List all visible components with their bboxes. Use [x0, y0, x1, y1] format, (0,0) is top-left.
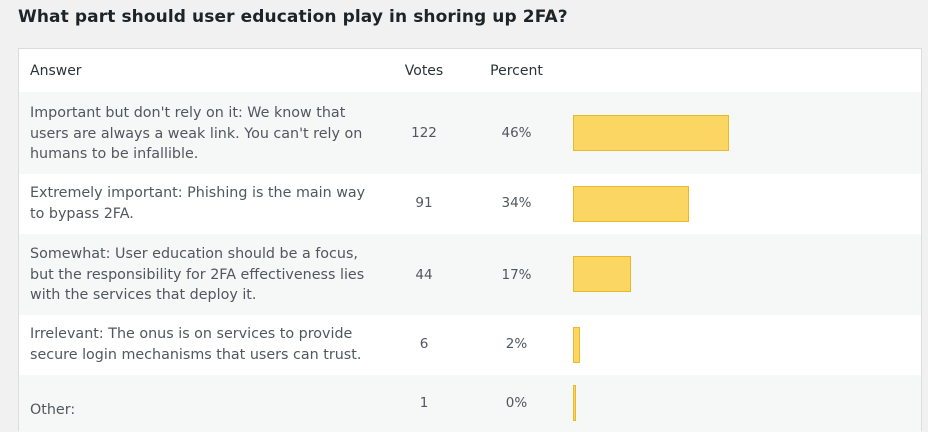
- header-percent: Percent: [490, 63, 543, 79]
- answer-text: Somewhat: User education should be a foc…: [30, 246, 365, 303]
- table-row: Extremely important: Phishing is the mai…: [19, 174, 921, 234]
- answer-text: Important but don't rely on it: We know …: [30, 105, 363, 162]
- votes-count: 44: [415, 267, 433, 283]
- percent-bar: [573, 186, 689, 222]
- table-row: Somewhat: User education should be a foc…: [19, 234, 921, 315]
- percent-value: 17%: [501, 267, 532, 283]
- table-header-row: Answer Votes Percent: [19, 49, 921, 93]
- table-row: Other: 1 0%: [19, 375, 921, 432]
- poll-results-table: Answer Votes Percent Important but don't…: [18, 48, 922, 432]
- percent-bar: [573, 115, 729, 151]
- bar-track: [573, 385, 913, 421]
- bar-track: [573, 186, 913, 222]
- percent-bar: [573, 385, 576, 421]
- poll-title: What part should user education play in …: [18, 7, 568, 27]
- bar-track: [573, 256, 913, 292]
- percent-value: 46%: [501, 125, 532, 141]
- percent-value: 34%: [501, 195, 532, 211]
- percent-bar: [573, 327, 580, 363]
- votes-count: 6: [419, 336, 429, 352]
- votes-count: 1: [419, 395, 429, 411]
- header-answer: Answer: [30, 63, 82, 79]
- answer-text: Extremely important: Phishing is the mai…: [30, 185, 366, 222]
- answer-text: Irrelevant: The onus is on services to p…: [30, 326, 362, 363]
- votes-count: 91: [415, 195, 433, 211]
- percent-bar: [573, 256, 631, 292]
- answer-text: Other:: [30, 402, 76, 418]
- percent-value: 0%: [505, 395, 528, 411]
- table-row: Important but don't rely on it: We know …: [19, 92, 921, 174]
- bar-track: [573, 115, 913, 151]
- header-votes: Votes: [404, 63, 444, 79]
- table-row: Irrelevant: The onus is on services to p…: [19, 315, 921, 375]
- bar-track: [573, 327, 913, 363]
- percent-value: 2%: [505, 336, 528, 352]
- votes-count: 122: [411, 125, 437, 141]
